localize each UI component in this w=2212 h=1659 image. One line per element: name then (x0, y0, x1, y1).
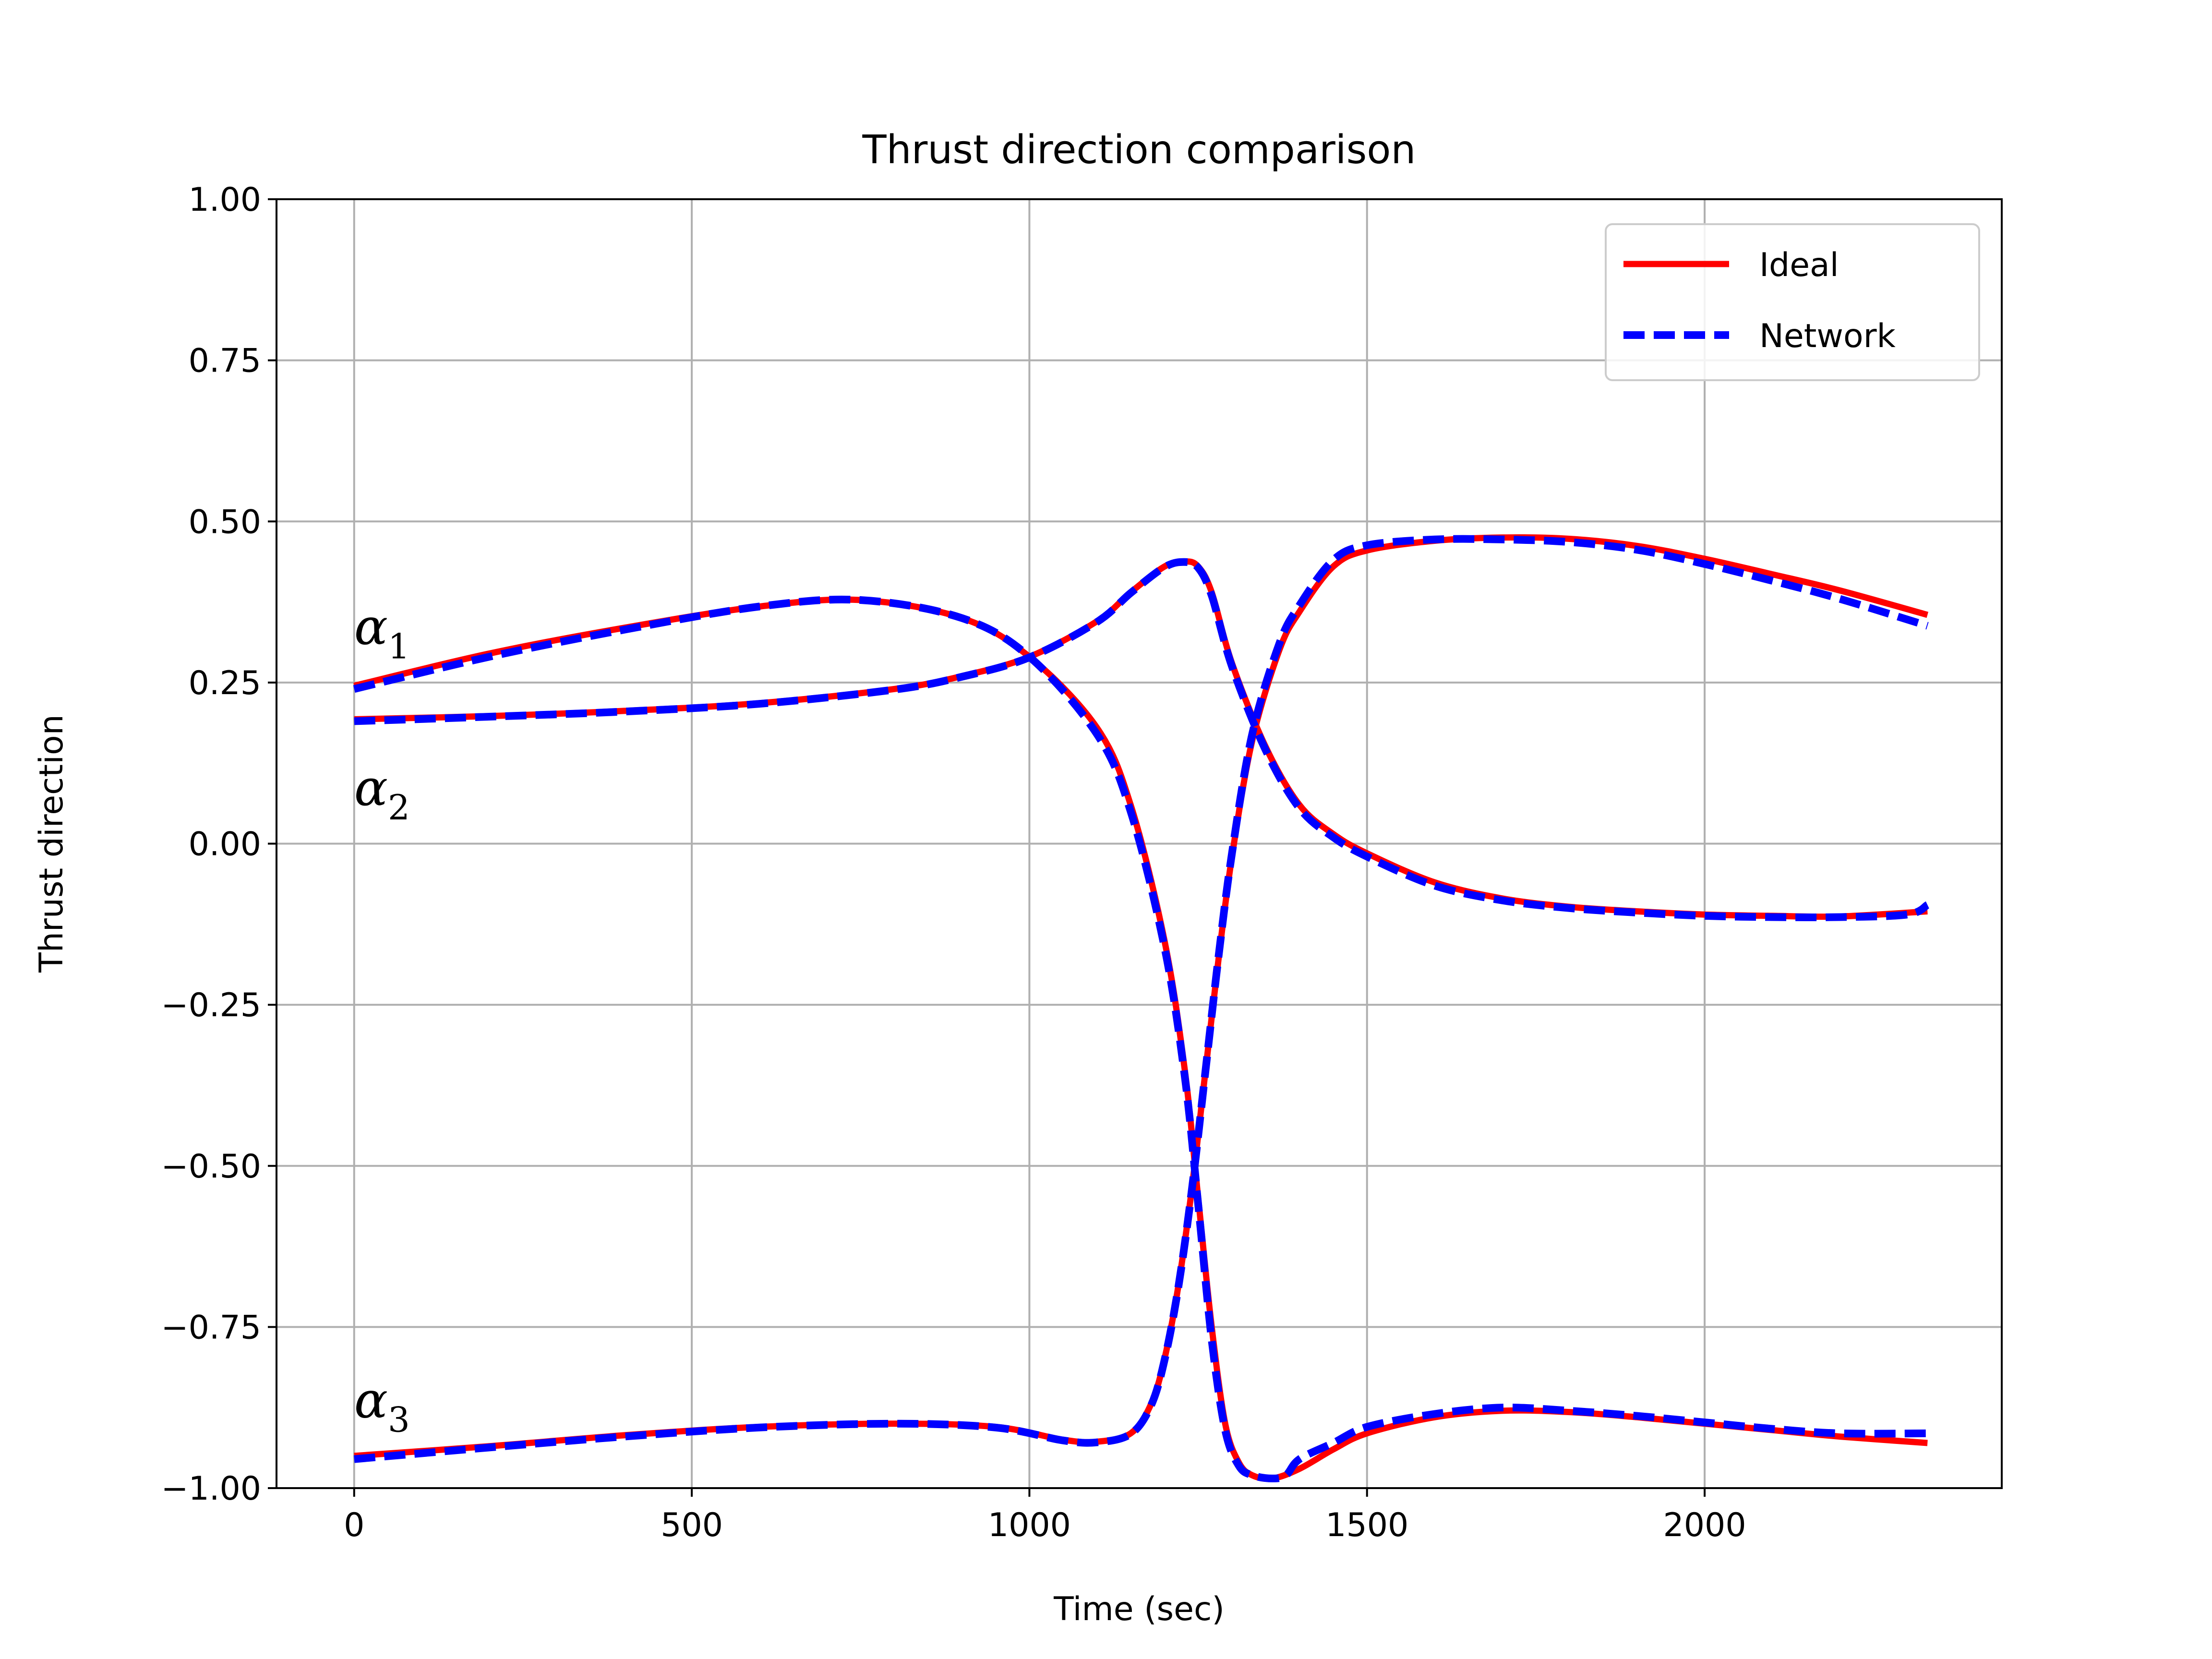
alpha2-subscript: 2 (388, 787, 410, 828)
y-tick-label: −0.25 (161, 986, 261, 1024)
y-axis: −1.00 −0.75 −0.50 −0.25 0.00 0.25 0.50 0.75 1.00 (161, 181, 276, 1508)
legend-label-ideal: Ideal (1759, 246, 1839, 284)
y-tick-label: 0.25 (189, 664, 261, 702)
chart-title: Thrust direction comparison (862, 127, 1416, 173)
y-tick-label: −1.00 (161, 1470, 261, 1508)
y-tick-label: 0.75 (189, 342, 261, 380)
alpha3-network-line (354, 535, 1929, 1463)
alpha2-network-line (354, 558, 1930, 922)
y-tick-label: −0.50 (161, 1148, 261, 1186)
alpha1-network-line (353, 595, 1928, 1482)
alpha3-subscript: 3 (388, 1399, 410, 1440)
alpha3-label: α3 (354, 1370, 410, 1440)
x-tick-label: 1500 (1325, 1506, 1408, 1544)
x-tick-label: 1000 (988, 1506, 1071, 1544)
y-tick-label: −0.75 (161, 1309, 261, 1346)
legend-label-network: Network (1759, 317, 1896, 355)
x-tick-label: 0 (344, 1506, 364, 1544)
alpha1-subscript: 1 (388, 626, 410, 666)
x-axis-label: Time (sec) (1053, 1590, 1225, 1628)
y-tick-label: 0.00 (189, 826, 261, 864)
y-axis-label: Thrust direction (33, 714, 71, 973)
y-tick-label: 1.00 (189, 181, 261, 219)
legend: Ideal Network (1605, 223, 1980, 381)
series-layer (353, 534, 1930, 1482)
y-tick-label: 0.50 (189, 503, 261, 541)
x-axis: 0 500 1000 1500 2000 (344, 1488, 1746, 1544)
alpha1-label: α1 (354, 597, 410, 666)
x-tick-label: 2000 (1663, 1506, 1746, 1544)
x-tick-label: 500 (661, 1506, 723, 1544)
